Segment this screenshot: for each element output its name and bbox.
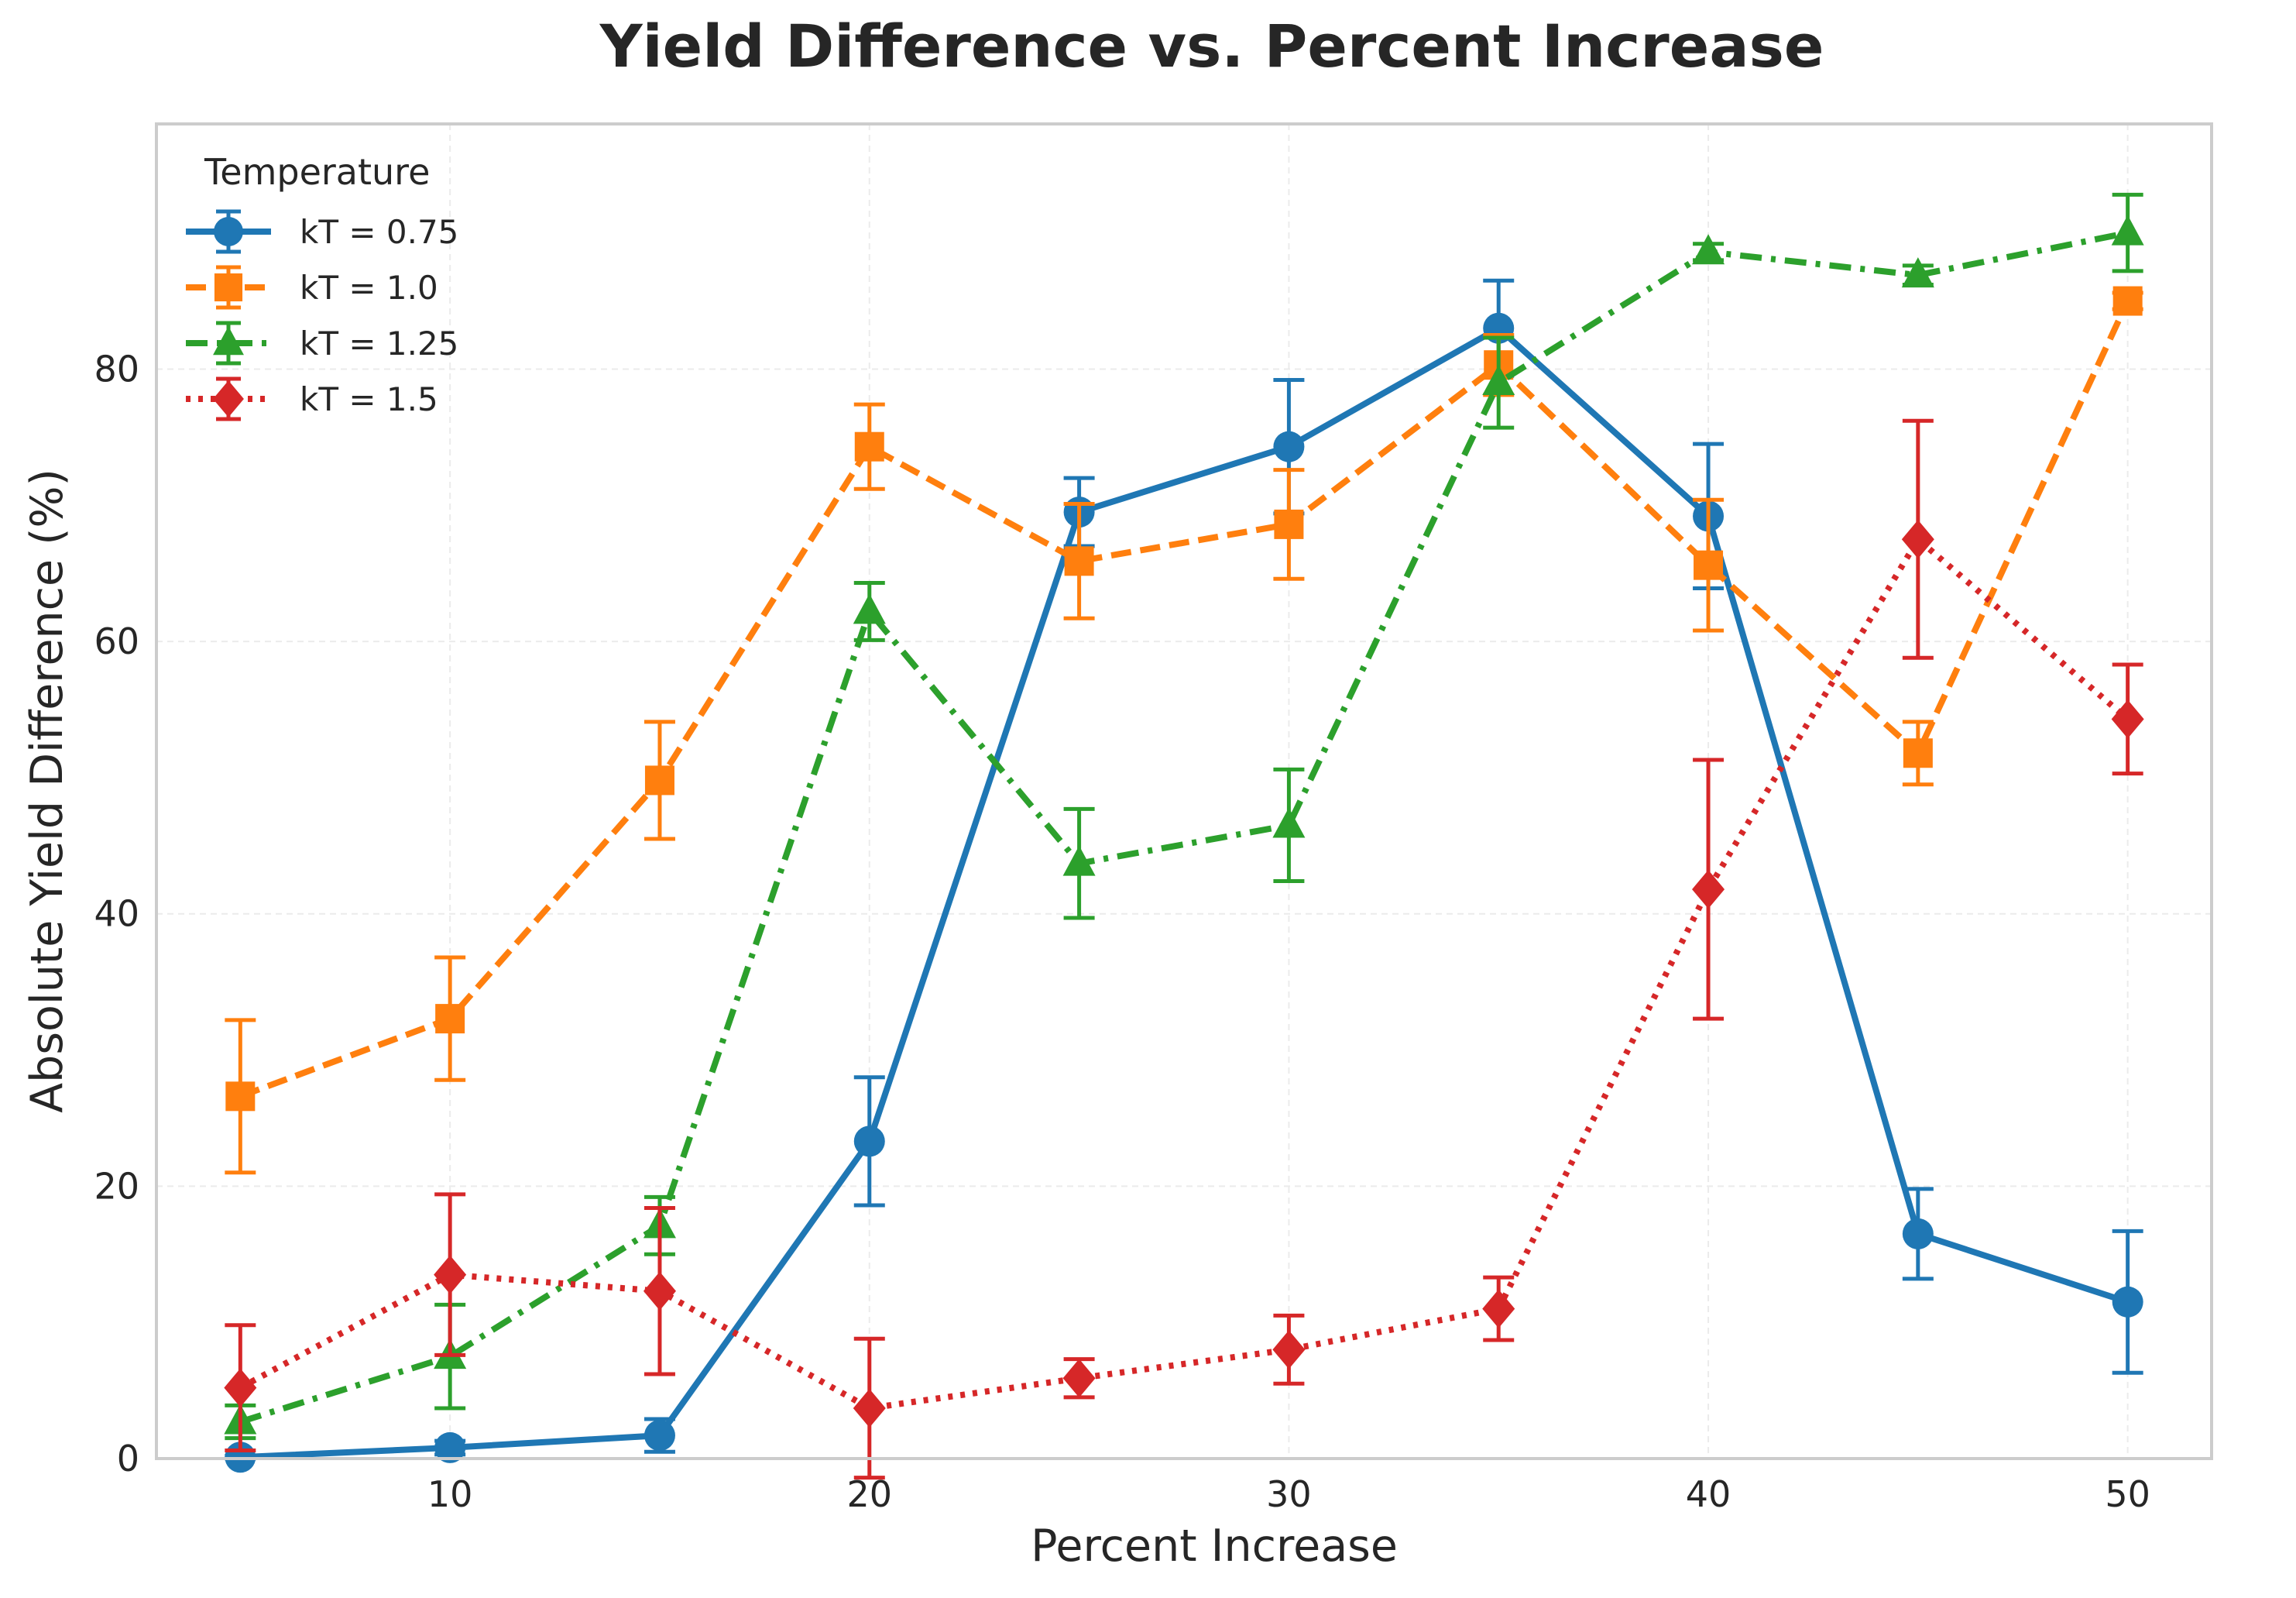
series-line bbox=[239, 299, 2131, 1100]
data-point bbox=[1273, 431, 1305, 462]
tick-layer: 10 20 30 40 50 0 20 40 60 80 bbox=[94, 348, 2150, 1515]
y-tick-label: 0 bbox=[117, 1438, 139, 1479]
y-tick-label: 40 bbox=[94, 893, 139, 935]
y-axis-label: Absolute Yield Difference (%) bbox=[22, 469, 73, 1113]
x-axis-label: Percent Increase bbox=[1031, 1521, 1398, 1572]
data-point bbox=[1903, 738, 1933, 768]
data-point bbox=[1274, 509, 1304, 539]
data-point bbox=[644, 765, 674, 796]
data-point bbox=[1064, 546, 1094, 576]
data-point bbox=[1692, 234, 1725, 265]
y-tick-label: 80 bbox=[94, 348, 139, 390]
x-tick-label: 30 bbox=[1266, 1473, 1312, 1515]
x-tick-label: 50 bbox=[2105, 1473, 2150, 1515]
data-point bbox=[853, 593, 886, 624]
plot-frame bbox=[155, 122, 2213, 1460]
data-point bbox=[853, 1388, 886, 1428]
data-point bbox=[1062, 845, 1096, 876]
legend: Temperature kT = 0.75 kT = 1.0 kT = 1.25 kT … bbox=[186, 151, 458, 421]
data-point bbox=[643, 1420, 675, 1452]
data-point bbox=[2112, 286, 2143, 316]
data-point bbox=[225, 1081, 256, 1112]
data-point bbox=[1694, 550, 1724, 580]
data-point bbox=[853, 1125, 885, 1157]
data-point bbox=[1272, 1330, 1306, 1369]
legend-label: kT = 1.25 bbox=[300, 325, 458, 363]
data-point bbox=[434, 1431, 466, 1463]
legend-marker bbox=[214, 217, 243, 246]
data-point bbox=[2112, 1286, 2143, 1318]
data-point bbox=[854, 431, 884, 462]
x-tick-label: 10 bbox=[427, 1473, 473, 1515]
data-point bbox=[1901, 520, 1934, 559]
legend-marker bbox=[213, 326, 244, 356]
data-point bbox=[1692, 870, 1725, 909]
y-tick-label: 60 bbox=[94, 620, 139, 662]
series-line bbox=[240, 325, 2129, 1461]
data-point bbox=[434, 1255, 467, 1294]
data-point bbox=[435, 1004, 465, 1034]
x-tick-label: 20 bbox=[847, 1473, 893, 1515]
legend-label: kT = 1.0 bbox=[300, 269, 438, 307]
data-point bbox=[1901, 257, 1934, 288]
data-point bbox=[1902, 1218, 1934, 1249]
series-4 bbox=[224, 418, 2144, 1480]
data-point bbox=[1482, 365, 1515, 396]
data-point bbox=[643, 1271, 676, 1311]
data-point bbox=[2111, 215, 2144, 246]
series-line bbox=[239, 536, 2130, 1411]
series-layer bbox=[224, 192, 2144, 1480]
legend-item: kT = 1.5 bbox=[186, 376, 438, 421]
legend-marker bbox=[214, 273, 243, 302]
data-point bbox=[224, 1368, 257, 1407]
data-point bbox=[1482, 1289, 1515, 1328]
y-tick-label: 20 bbox=[94, 1165, 139, 1207]
data-point bbox=[2111, 699, 2144, 739]
legend-item: kT = 0.75 bbox=[186, 209, 458, 254]
legend-item: kT = 1.0 bbox=[186, 265, 438, 310]
legend-label: kT = 1.5 bbox=[300, 380, 438, 418]
x-tick-label: 40 bbox=[1686, 1473, 1731, 1515]
legend-marker bbox=[213, 380, 244, 418]
chart-title: Yield Difference vs. Percent Increase bbox=[599, 12, 1824, 81]
legend-label: kT = 0.75 bbox=[300, 213, 458, 251]
data-point bbox=[1272, 807, 1306, 838]
legend-title: Temperature bbox=[204, 151, 430, 193]
data-point bbox=[1062, 1359, 1096, 1398]
legend-item: kT = 1.25 bbox=[186, 321, 458, 366]
